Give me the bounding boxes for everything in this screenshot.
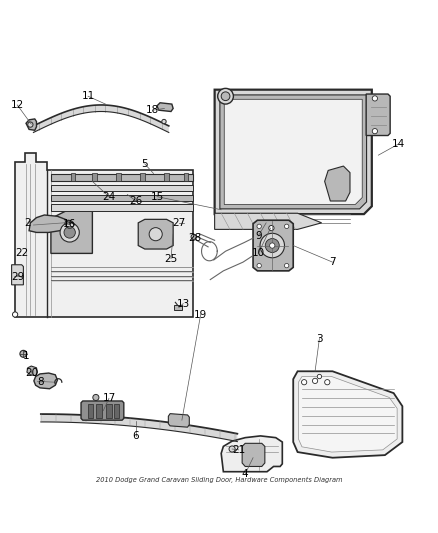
Polygon shape [26,119,36,130]
Bar [51,195,193,201]
Polygon shape [14,153,193,317]
Polygon shape [184,173,188,181]
Polygon shape [366,94,390,135]
Circle shape [162,119,166,124]
Text: 22: 22 [15,248,28,259]
Polygon shape [157,103,173,111]
Text: 7: 7 [329,257,336,267]
Circle shape [221,92,230,101]
Polygon shape [81,401,124,420]
Circle shape [257,263,261,268]
Circle shape [65,220,72,227]
Text: 27: 27 [172,218,185,228]
Circle shape [191,234,196,239]
Polygon shape [33,105,169,133]
Circle shape [64,227,75,238]
Circle shape [12,312,18,317]
Circle shape [312,378,318,384]
Text: 3: 3 [316,334,323,344]
Circle shape [270,243,275,248]
Bar [114,405,119,417]
Text: 17: 17 [102,393,116,403]
Text: 11: 11 [81,91,95,101]
Text: 28: 28 [188,233,201,243]
Circle shape [372,96,378,101]
Polygon shape [293,372,403,458]
Polygon shape [215,213,321,229]
Text: 25: 25 [164,254,177,264]
Circle shape [20,350,27,357]
Polygon shape [220,95,367,209]
Circle shape [285,224,289,229]
Polygon shape [253,220,293,271]
Circle shape [265,239,279,253]
Text: 16: 16 [63,219,76,229]
Polygon shape [51,210,92,253]
Text: 18: 18 [146,105,159,115]
Text: 12: 12 [11,100,24,110]
Bar [51,185,193,191]
Text: 2010 Dodge Grand Caravan Sliding Door, Hardware Components Diagram: 2010 Dodge Grand Caravan Sliding Door, H… [96,477,342,482]
Text: 6: 6 [133,431,139,441]
Circle shape [93,394,99,400]
Polygon shape [215,90,372,214]
Bar [96,405,102,417]
Text: 19: 19 [194,310,207,319]
Circle shape [260,233,285,258]
Text: 5: 5 [141,159,148,169]
Circle shape [229,446,235,452]
Circle shape [149,228,162,241]
Polygon shape [34,373,57,389]
Polygon shape [92,173,97,181]
Polygon shape [164,173,169,181]
Polygon shape [224,99,362,205]
Text: 29: 29 [11,272,25,282]
Bar [174,305,182,310]
Polygon shape [29,215,68,232]
Circle shape [325,379,330,385]
Circle shape [269,225,274,231]
Bar [106,405,112,417]
Text: 8: 8 [38,377,44,387]
Circle shape [218,88,233,104]
Text: 20: 20 [25,368,39,378]
Circle shape [317,374,321,379]
Circle shape [372,128,378,134]
Polygon shape [71,173,75,181]
Circle shape [285,263,289,268]
Text: 15: 15 [150,192,164,201]
Text: 1: 1 [23,351,29,361]
Bar [51,174,193,181]
Polygon shape [12,265,23,285]
Polygon shape [168,414,189,427]
Text: 14: 14 [392,139,405,149]
Text: 10: 10 [252,248,265,259]
Polygon shape [117,173,121,181]
Polygon shape [138,220,173,249]
Circle shape [28,122,33,127]
Text: 21: 21 [232,445,245,455]
Circle shape [60,223,79,242]
Circle shape [301,379,307,385]
Bar [88,405,93,417]
Polygon shape [242,443,265,466]
Polygon shape [141,173,145,181]
Text: 9: 9 [255,231,261,241]
Text: 2: 2 [25,218,31,228]
Text: 26: 26 [129,196,143,206]
Polygon shape [325,166,350,201]
Polygon shape [298,376,397,452]
Polygon shape [27,366,37,376]
Bar [51,204,193,211]
Text: 24: 24 [102,192,116,201]
Polygon shape [221,436,283,472]
Text: 13: 13 [177,298,190,309]
Text: 4: 4 [242,469,248,479]
Polygon shape [41,414,237,441]
Circle shape [257,224,261,229]
